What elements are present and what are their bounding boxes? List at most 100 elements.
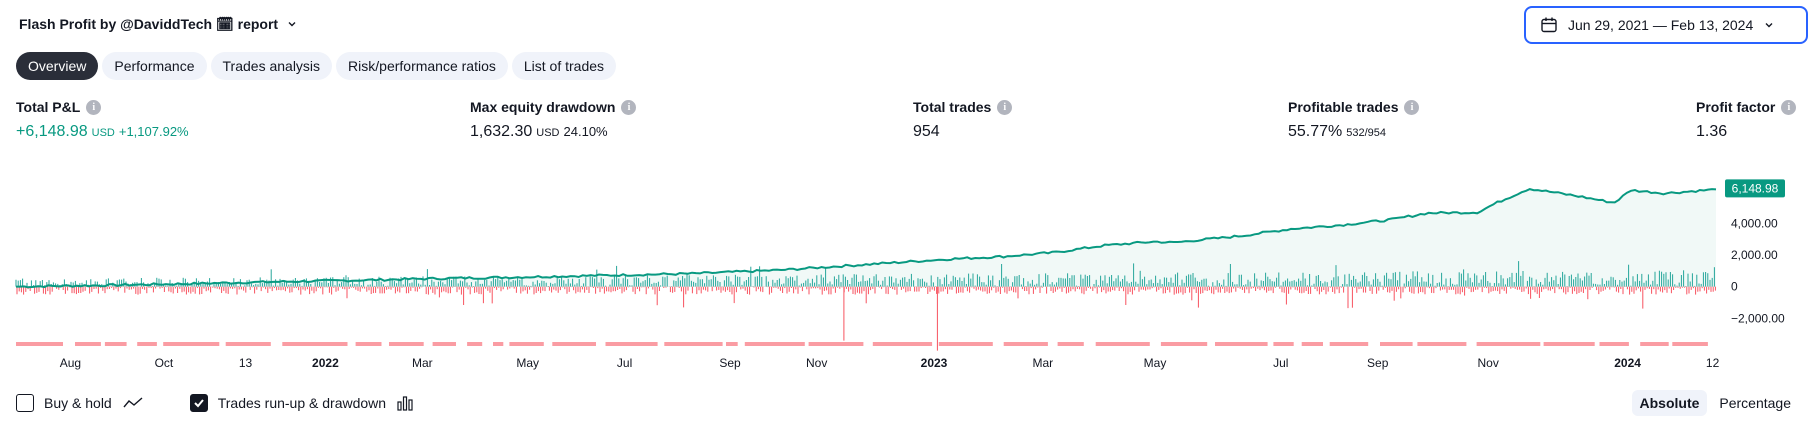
report-title: Flash Profit by @DaviddTech 🗓 report (19, 15, 279, 32)
metric-value: 1,632.30 (470, 123, 533, 140)
x-tick-label: Sep (719, 356, 741, 370)
drawdown-period (1329, 342, 1369, 346)
drawdown-period (137, 342, 157, 346)
drawdown-period (1057, 342, 1084, 346)
tab-list-of-trades[interactable]: List of trades (511, 52, 617, 80)
y-tick-label: 4,000.00 (1731, 216, 1778, 230)
drawdown-period (225, 342, 271, 346)
tab-overview[interactable]: Overview (16, 52, 99, 80)
drawdown-period (872, 342, 933, 346)
report-header[interactable]: Flash Profit by @DaviddTech 🗓 report (19, 12, 298, 36)
date-range-label: Jun 29, 2021 — Feb 13, 2024 (1568, 17, 1754, 33)
metric-label: Max equity drawdown (470, 99, 616, 115)
drawdown-period (493, 342, 504, 346)
drawdown-period (808, 342, 864, 346)
drawdown-period (389, 342, 424, 346)
runup-drawdown-label: Trades run-up & drawdown (217, 395, 387, 411)
equity-chart[interactable]: 4,000.00 2,000.00 0 −2,000.00 6,148.98 Aug Oct… (0, 160, 1815, 375)
calendar-icon (1541, 17, 1557, 33)
chart-options: Buy & hold Trades run-up & drawdown (16, 394, 414, 412)
x-tick-label: Mar (412, 356, 433, 370)
drawdown-period (744, 342, 805, 346)
x-tick-label: Jul (1273, 356, 1288, 370)
drawdown-period (664, 342, 723, 346)
chevron-down-icon[interactable] (286, 18, 298, 30)
y-tick-label: 0 (1731, 280, 1738, 294)
tab-performance[interactable]: Performance (102, 52, 207, 80)
metric-value: 954 (913, 123, 940, 140)
drawdown-period (1476, 342, 1541, 346)
percentage-button[interactable]: Percentage (1719, 395, 1791, 411)
drawdown-period (467, 342, 483, 346)
buy-hold-label: Buy & hold (44, 395, 112, 411)
drawdown-period (938, 342, 993, 346)
metric-unit: USD (536, 127, 560, 139)
drawdown-period (1003, 342, 1048, 346)
tab-trades-analysis[interactable]: Trades analysis (210, 52, 333, 80)
x-tick-label: 2023 (921, 356, 948, 370)
metric-value: 1.36 (1696, 123, 1728, 140)
drawdown-period (605, 342, 658, 346)
metric-label: Profit factor (1696, 99, 1776, 115)
drawdown-period (726, 342, 738, 346)
metric-total-trades: Total trades i 954 (913, 98, 1013, 141)
info-icon[interactable]: i (1781, 99, 1797, 115)
report-tabs: Overview Performance Trades analysis Ris… (16, 52, 617, 80)
x-tick-label: Jul (617, 356, 632, 370)
metric-value: +6,148.98 (16, 123, 88, 140)
drawdown-period (163, 342, 220, 346)
bar-chart-icon (397, 396, 413, 411)
buy-hold-checkbox[interactable] (16, 394, 34, 412)
x-tick-label: Aug (60, 356, 81, 370)
drawdown-period (1273, 342, 1294, 346)
line-chart-icon (123, 397, 143, 408)
drawdown-period (1417, 342, 1467, 346)
drawdown-period (432, 342, 456, 346)
drawdown-period (1215, 342, 1268, 346)
drawdown-period (1301, 342, 1323, 346)
metric-label: Total P&L (16, 99, 81, 115)
absolute-button[interactable]: Absolute (1631, 390, 1708, 416)
y-tick-label: −2,000.00 (1731, 311, 1785, 325)
x-tick-label: Nov (806, 356, 827, 370)
date-range-picker[interactable]: Jun 29, 2021 — Feb 13, 2024 (1524, 6, 1808, 44)
info-icon[interactable]: i (86, 99, 102, 115)
runup-drawdown-checkbox[interactable] (189, 394, 208, 412)
metric-percent: +1,107.92% (118, 124, 189, 139)
drawdown-period (16, 342, 63, 346)
drawdown-period (1672, 342, 1708, 346)
metric-label: Total trades (913, 99, 992, 115)
metric-label: Profitable trades (1288, 99, 1399, 115)
metric-max-drawdown: Max equity drawdown i 1,632.30 USD 24.10% (470, 98, 637, 141)
tab-risk-performance-ratios[interactable]: Risk/performance ratios (336, 52, 508, 80)
drawdown-period (282, 342, 348, 346)
drawdown-period (1599, 342, 1629, 346)
x-tick-label: Mar (1032, 356, 1053, 370)
drawdown-period (1543, 342, 1595, 346)
last-value-badge (1725, 179, 1785, 198)
last-value-label: 6,148.98 (1732, 181, 1779, 195)
scale-toggle: Absolute Percentage (1631, 390, 1800, 416)
metric-ratio: 532/954 (1346, 127, 1387, 139)
x-tick-label: 12 (1706, 356, 1720, 370)
info-icon[interactable]: i (1404, 99, 1420, 115)
x-tick-label: Sep (1367, 356, 1389, 370)
checkmark-icon (194, 399, 204, 408)
chevron-down-icon (1765, 23, 1773, 28)
equity-area (16, 189, 1716, 288)
x-tick-label: May (516, 356, 539, 370)
info-icon[interactable]: i (621, 99, 637, 115)
metric-unit: USD (91, 127, 115, 139)
metric-percent: 24.10% (563, 124, 608, 139)
drawdown-period (1640, 342, 1669, 346)
drawdown-period (1380, 342, 1413, 346)
metric-profit-factor: Profit factor i 1.36 (1696, 98, 1797, 141)
drawdown-period (552, 342, 596, 346)
drawdown-period (75, 342, 101, 346)
equity-line (16, 188, 1717, 289)
metric-total-pnl: Total P&L i +6,148.98 USD +1,107.92% (16, 98, 189, 141)
x-tick-label: Nov (1478, 356, 1499, 370)
drawdown-period (1160, 342, 1208, 346)
drawdown-period (509, 342, 544, 346)
info-icon[interactable]: i (997, 99, 1013, 115)
